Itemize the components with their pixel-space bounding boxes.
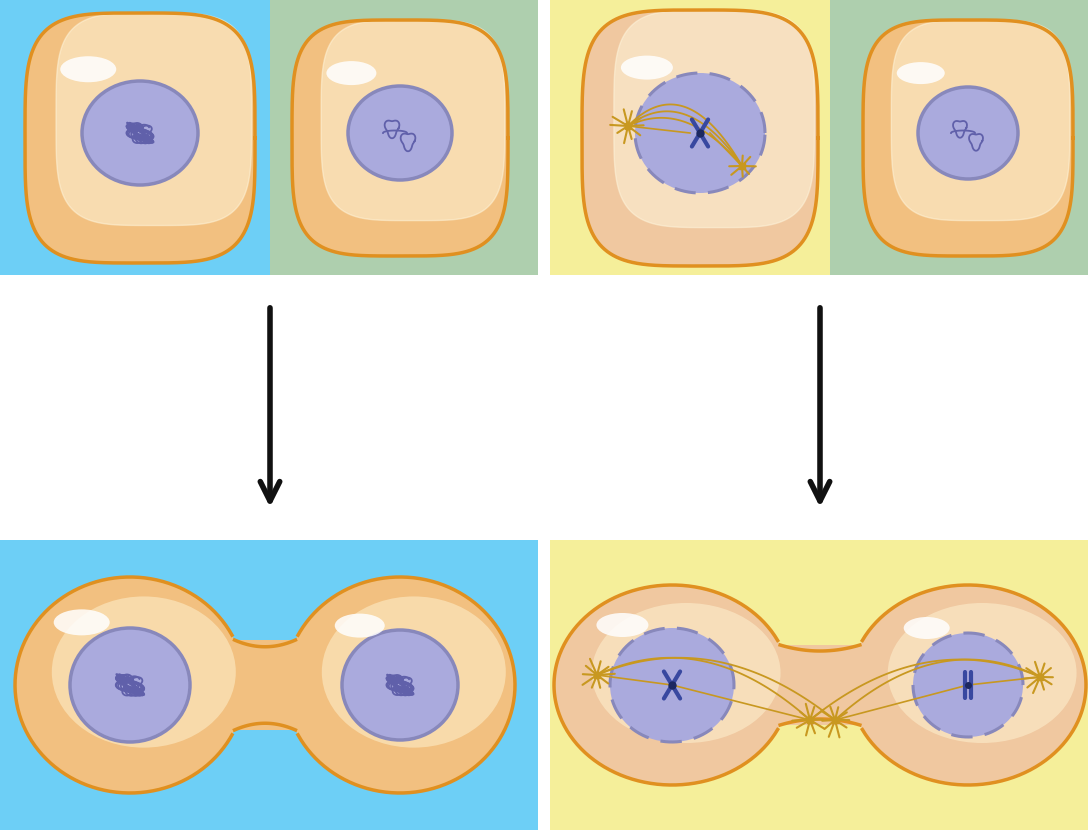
Ellipse shape [335,613,385,637]
Bar [270,0,537,275]
Bar [0,0,270,275]
Bar [830,0,1088,275]
Polygon shape [321,20,505,221]
Ellipse shape [897,62,944,84]
Ellipse shape [348,86,452,180]
Ellipse shape [635,73,765,193]
Polygon shape [25,13,255,263]
Ellipse shape [592,603,780,743]
Polygon shape [292,20,508,256]
Ellipse shape [850,585,1086,785]
Ellipse shape [326,61,376,85]
Bar [0,540,537,830]
Ellipse shape [904,617,950,639]
Ellipse shape [621,56,672,80]
Ellipse shape [918,87,1018,179]
Ellipse shape [913,633,1023,737]
Ellipse shape [285,577,515,793]
Ellipse shape [53,609,110,635]
Ellipse shape [596,613,648,637]
Bar [780,645,860,725]
Ellipse shape [60,56,116,82]
Ellipse shape [15,577,245,793]
Ellipse shape [70,628,190,742]
Ellipse shape [888,603,1076,743]
Ellipse shape [342,630,458,740]
Ellipse shape [554,585,790,785]
Polygon shape [582,10,818,266]
Bar [551,540,1088,830]
Ellipse shape [322,597,506,748]
Bar [235,640,296,730]
Polygon shape [863,20,1073,256]
Ellipse shape [52,597,236,748]
Polygon shape [891,20,1070,221]
Polygon shape [614,10,815,227]
Ellipse shape [82,81,198,185]
Bar [551,0,830,275]
Polygon shape [57,13,251,226]
Ellipse shape [610,628,734,742]
